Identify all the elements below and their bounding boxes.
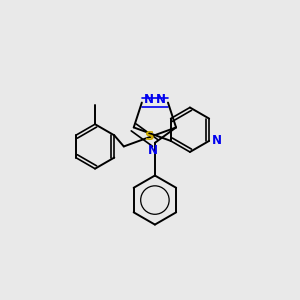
Text: N: N	[144, 93, 154, 106]
Text: N: N	[156, 93, 166, 106]
Text: S: S	[145, 130, 155, 143]
Text: N: N	[148, 143, 158, 157]
Text: N: N	[212, 134, 222, 147]
